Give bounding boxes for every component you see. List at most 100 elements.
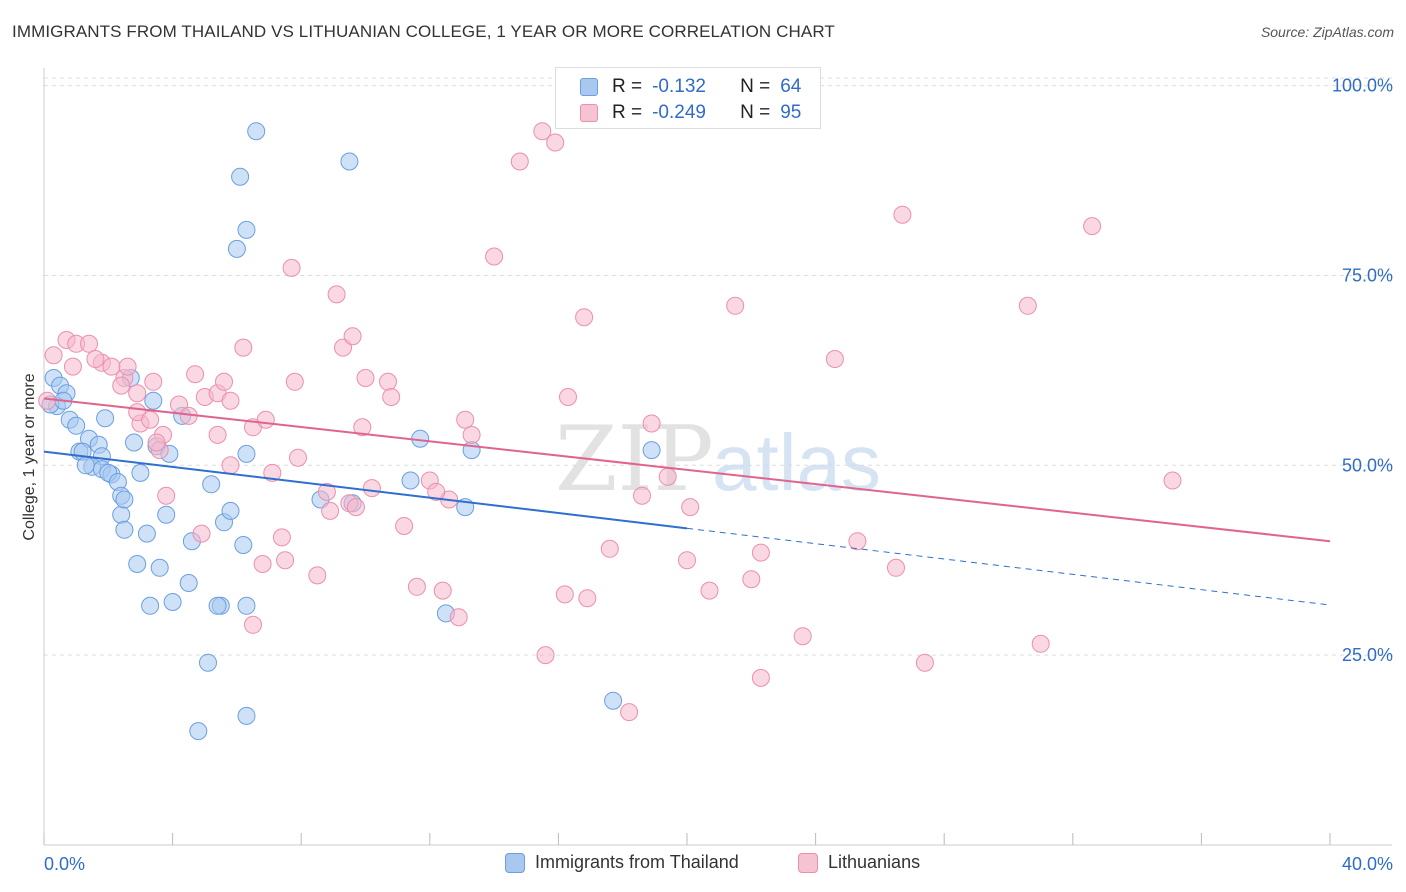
legend-item-lithuanians[interactable]: Lithuanians xyxy=(798,852,920,873)
lithuanian-point xyxy=(285,372,304,391)
lithuanian-point xyxy=(555,585,574,604)
lithuanian-point xyxy=(433,581,452,600)
y-tick-label: 50.0% xyxy=(1342,455,1393,475)
n-value: 95 xyxy=(780,102,802,123)
lithuanian-point xyxy=(848,532,867,551)
thailand-point xyxy=(247,122,266,141)
lithuanian-point xyxy=(742,570,761,589)
thailand-point xyxy=(115,520,134,539)
thailand-point xyxy=(150,558,169,577)
lithuanian-point xyxy=(244,615,262,634)
thailand-point xyxy=(141,596,160,615)
legend-swatch-blue xyxy=(505,852,525,873)
thailand-point xyxy=(137,524,156,543)
lithuanian-point xyxy=(510,152,529,171)
lithuanian-point xyxy=(317,482,336,501)
legend-swatch-blue xyxy=(580,78,598,96)
axes xyxy=(43,68,1392,846)
lithuanian-point xyxy=(382,388,401,406)
thailand-point xyxy=(340,152,359,171)
lithuanian-point xyxy=(1018,296,1037,315)
y-tick-label: 75.0% xyxy=(1342,265,1393,285)
y-tick-label: 100.0% xyxy=(1332,76,1393,96)
grid-lines xyxy=(44,77,1392,656)
lithuanian-point xyxy=(362,479,381,498)
lithuanian-point xyxy=(462,425,481,444)
y-tick-label: 25.0% xyxy=(1342,645,1393,665)
lithuanian-point xyxy=(346,498,365,517)
thailand-point xyxy=(125,433,143,452)
thailand-point xyxy=(76,456,95,475)
thailand-point xyxy=(221,501,240,520)
lithuanian-point xyxy=(86,350,105,368)
lithuanian-point xyxy=(546,133,565,152)
thailand-point xyxy=(604,691,623,710)
lithuanian-point xyxy=(681,498,700,517)
lithuanian-point xyxy=(887,558,905,577)
lithuanian-point xyxy=(578,589,597,608)
lithuanian-point xyxy=(620,703,639,722)
thailand-point xyxy=(67,416,86,435)
legend-item-thailand[interactable]: Immigrants from Thailand xyxy=(505,852,739,873)
lithuanian-point xyxy=(147,433,166,452)
lithuanian-point xyxy=(63,357,82,376)
lithuanian-point xyxy=(642,414,661,433)
lithuanian-point xyxy=(253,555,272,573)
source-label: Source: ZipAtlas.com xyxy=(1260,24,1394,40)
r-value: -0.249 xyxy=(652,102,706,123)
legend-swatch-pink xyxy=(798,852,818,873)
lithuanian-point xyxy=(658,467,677,486)
lithuanian-point xyxy=(678,551,696,570)
r-label: R = xyxy=(612,76,643,97)
lithuanian-point xyxy=(893,205,912,224)
lithuanian-point xyxy=(1163,471,1182,490)
lithuanian-point xyxy=(485,247,504,266)
thailand-point xyxy=(163,593,182,611)
lithuanian-point xyxy=(256,410,275,429)
thailand-point xyxy=(642,441,661,460)
trend-lithuanians xyxy=(43,397,1331,543)
lithuanian-point xyxy=(221,391,240,410)
lithuanian-point xyxy=(289,448,307,467)
lithuanian-point xyxy=(536,646,555,665)
legend-swatch-pink xyxy=(580,104,598,122)
thailand-point xyxy=(115,490,134,509)
lithuanian-point xyxy=(276,551,295,570)
lithuanian-point xyxy=(356,369,375,387)
lithuanian-point xyxy=(353,418,372,437)
trend-lines xyxy=(43,397,1331,606)
lithuanian-point xyxy=(1083,217,1102,236)
lithuanian-point xyxy=(559,388,577,406)
legend-label-lithuanians: Lithuanians xyxy=(828,852,921,872)
thailand-point xyxy=(202,475,221,494)
lithuanian-point xyxy=(112,376,131,395)
thailand-point xyxy=(237,444,256,463)
lithuanian-point xyxy=(215,372,233,391)
thailand-point xyxy=(401,471,420,490)
series-legend: Immigrants from Thailand Lithuanians xyxy=(0,852,1406,876)
lithuanian-point xyxy=(157,486,176,505)
x-tick-label: 0.0% xyxy=(44,854,85,874)
lithuanian-point xyxy=(600,539,619,558)
lithuanian-point xyxy=(407,577,426,596)
lithuanian-point xyxy=(321,501,340,520)
lithuanian-point xyxy=(915,653,934,672)
tick-labels: 25.0% 50.0% 75.0% 100.0% 0.0% 40.0% xyxy=(44,76,1393,874)
thailand-point xyxy=(189,722,208,741)
thailand-point xyxy=(157,505,176,524)
lithuanian-point xyxy=(221,456,240,475)
lithuanian-point xyxy=(1031,634,1050,653)
thailand-point xyxy=(208,596,227,615)
lithuanian-point xyxy=(128,384,147,403)
lithuanian-point xyxy=(395,517,414,535)
lithuanian-point xyxy=(282,258,301,277)
thailand-point xyxy=(237,596,256,615)
r-value: -0.132 xyxy=(652,76,706,97)
r-label: R = xyxy=(612,102,643,123)
lithuanian-point xyxy=(449,608,468,627)
lithuanian-point xyxy=(379,372,397,391)
n-value: 64 xyxy=(780,76,802,97)
thailand-point xyxy=(131,463,150,482)
chart-title: IMMIGRANTS FROM THAILAND VS LITHUANIAN C… xyxy=(12,22,835,41)
lithuanian-point xyxy=(427,482,446,501)
